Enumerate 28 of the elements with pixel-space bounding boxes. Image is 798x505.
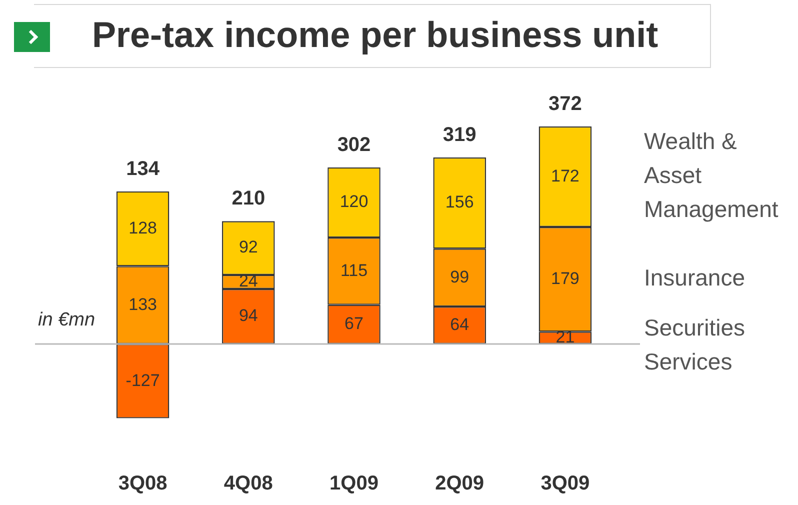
data-label: 120 — [340, 192, 368, 212]
x-tick-label: 4Q08 — [224, 472, 273, 495]
total-label: 134 — [126, 158, 160, 180]
text: Insurance — [644, 264, 746, 291]
chart-title: Pre-tax income per business unit — [92, 14, 658, 56]
total-label: 372 — [548, 92, 582, 115]
data-label: 92 — [238, 238, 258, 257]
data-label: 156 — [445, 192, 474, 212]
text: Securities Services — [644, 314, 745, 374]
data-label: 67 — [344, 314, 364, 334]
data-label: 115 — [340, 260, 368, 280]
x-tick-label: 3Q08 — [118, 472, 168, 495]
data-label: 94 — [238, 306, 258, 326]
data-label: 128 — [128, 218, 157, 238]
total-label: 210 — [232, 188, 266, 210]
total-label: 319 — [442, 124, 476, 146]
text: Wealth & Asset Management — [644, 128, 779, 222]
data-label: 179 — [551, 269, 580, 288]
x-tick-label: 3Q09 — [540, 472, 590, 495]
total-label: 302 — [337, 134, 371, 156]
data-label: 133 — [128, 294, 157, 314]
data-label: 172 — [551, 166, 580, 186]
annotation: in €mn — [38, 309, 96, 330]
x-tick-label: 2Q09 — [435, 472, 484, 495]
data-label: 64 — [450, 314, 470, 334]
data-label: 99 — [450, 267, 470, 286]
x-tick-label: 1Q09 — [330, 472, 378, 495]
data-label: -127 — [126, 370, 160, 390]
